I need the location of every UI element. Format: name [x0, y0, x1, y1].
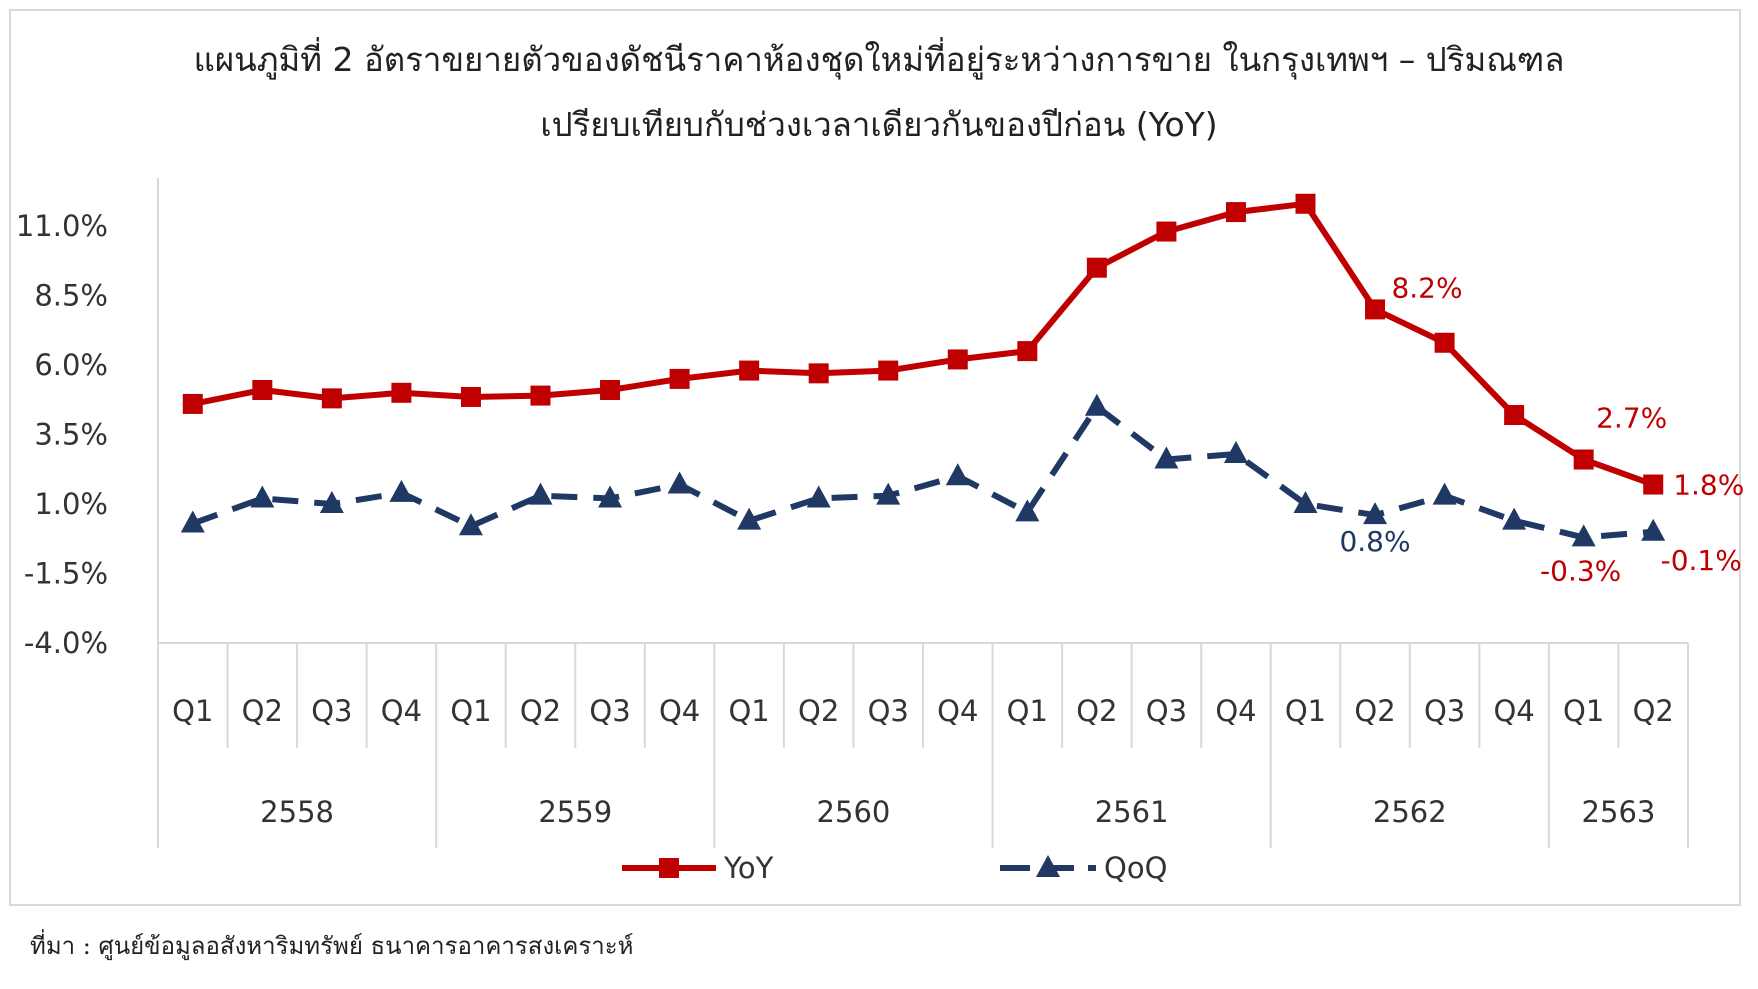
data-point-yoy: [1573, 449, 1594, 470]
data-point-qoq: [737, 507, 762, 530]
x-category-label: Q2: [798, 694, 839, 728]
data-point-qoq: [1084, 393, 1109, 416]
x-category-label: Q4: [659, 694, 700, 728]
chart-title-line-1: แผนภูมิที่ 2 อัตราขยายตัวของดัชนีราคาห้อ…: [194, 37, 1565, 80]
data-point-qoq: [1571, 524, 1596, 547]
x-year-label: 2559: [538, 795, 612, 829]
legend-marker-qoq: [1036, 855, 1060, 877]
data-point-qoq: [180, 510, 205, 533]
data-point-yoy: [1086, 257, 1107, 278]
x-category-label: Q2: [1076, 694, 1117, 728]
x-category-label: Q3: [589, 694, 630, 728]
x-category-label: Q2: [242, 694, 283, 728]
x-category-label: Q3: [1424, 694, 1465, 728]
x-category-label: Q4: [1493, 694, 1534, 728]
y-tick-label: 8.5%: [34, 279, 108, 313]
y-tick-label: -4.0%: [24, 626, 108, 660]
data-point-qoq: [1223, 440, 1248, 463]
data-point-qoq: [1293, 491, 1318, 513]
x-year-label: 2561: [1095, 795, 1169, 829]
x-category-label: Q1: [1563, 694, 1604, 728]
x-category-label: Q4: [1215, 694, 1256, 728]
x-category-label: Q2: [1633, 694, 1674, 728]
data-point-yoy: [460, 386, 481, 407]
data-point-yoy: [669, 368, 690, 389]
data-point-yoy: [1225, 202, 1246, 223]
data-point-yoy: [391, 382, 412, 403]
data-point-yoy: [1017, 341, 1038, 362]
data-point-qoq: [1015, 499, 1040, 522]
data-label-qoq: -0.1%: [1661, 544, 1742, 577]
x-category-label: Q1: [1007, 694, 1048, 728]
source-note: ที่มา : ศูนย์ข้อมูลอสังหาริมทรัพย์ ธนาคา…: [30, 932, 634, 960]
data-label-qoq: 0.8%: [1339, 525, 1410, 558]
data-label-qoq: -0.3%: [1540, 554, 1621, 587]
legend-marker-yoy: [659, 858, 679, 878]
y-tick-label: 3.5%: [34, 418, 108, 452]
data-point-yoy: [947, 349, 968, 370]
x-category-label: Q1: [1285, 694, 1326, 728]
x-category-label: Q3: [1146, 694, 1187, 728]
data-point-yoy: [321, 388, 342, 409]
data-label-yoy: 8.2%: [1391, 271, 1462, 304]
data-point-qoq: [389, 479, 414, 502]
data-point-yoy: [530, 385, 551, 406]
y-tick-label: -1.5%: [24, 557, 108, 591]
data-point-qoq: [458, 513, 483, 536]
x-category-label: Q4: [937, 694, 978, 728]
data-label-yoy: 1.8%: [1673, 469, 1744, 502]
data-point-qoq: [528, 482, 553, 505]
data-point-yoy: [252, 380, 273, 401]
chart-frame: [9, 9, 1741, 906]
line-chart: แผนภูมิที่ 2 อัตราขยายตัวของดัชนีราคาห้อ…: [16, 37, 1745, 885]
data-point-qoq: [1154, 446, 1179, 469]
data-point-qoq: [667, 471, 692, 494]
data-point-yoy: [1504, 405, 1525, 426]
data-point-yoy: [600, 380, 621, 401]
x-year-label: 2562: [1373, 795, 1447, 829]
data-point-qoq: [319, 491, 344, 513]
data-label-yoy: 2.7%: [1596, 402, 1667, 435]
data-point-qoq: [250, 485, 275, 508]
data-point-qoq: [806, 485, 831, 508]
x-category-label: Q3: [868, 694, 909, 728]
data-point-qoq: [1502, 507, 1527, 530]
y-tick-label: 6.0%: [34, 348, 108, 382]
data-point-yoy: [1643, 474, 1664, 495]
data-point-qoq: [876, 482, 901, 505]
x-year-label: 2560: [817, 795, 891, 829]
data-point-yoy: [739, 360, 760, 381]
legend-label-yoy: YoY: [723, 851, 774, 885]
data-point-qoq: [1363, 502, 1388, 525]
series-line-qoq: [191, 403, 1654, 541]
data-point-qoq: [598, 485, 623, 508]
legend-label-qoq: QoQ: [1104, 851, 1167, 885]
x-category-label: Q1: [450, 694, 491, 728]
data-point-yoy: [808, 363, 829, 384]
x-category-label: Q4: [381, 694, 422, 728]
data-point-qoq: [945, 463, 970, 486]
x-category-label: Q2: [520, 694, 561, 728]
series-line-yoy: [192, 200, 1655, 488]
x-category-label: Q3: [311, 694, 352, 728]
x-category-label: Q1: [172, 694, 213, 728]
data-point-qoq: [1641, 518, 1666, 541]
data-point-yoy: [1156, 221, 1177, 242]
y-tick-label: 11.0%: [16, 209, 108, 243]
data-point-yoy: [1434, 332, 1455, 353]
data-point-yoy: [878, 360, 899, 381]
chart-title-line-2: เปรียบเทียบกับช่วงเวลาเดียวกันของปีก่อน …: [540, 105, 1217, 144]
x-year-label: 2558: [260, 795, 334, 829]
data-point-yoy: [182, 393, 203, 414]
data-point-yoy: [1295, 193, 1316, 214]
x-category-label: Q1: [728, 694, 769, 728]
y-tick-label: 1.0%: [34, 487, 108, 521]
data-point-yoy: [1365, 299, 1386, 320]
data-point-qoq: [1432, 482, 1457, 505]
x-category-label: Q2: [1354, 694, 1395, 728]
x-year-label: 2563: [1582, 795, 1656, 829]
